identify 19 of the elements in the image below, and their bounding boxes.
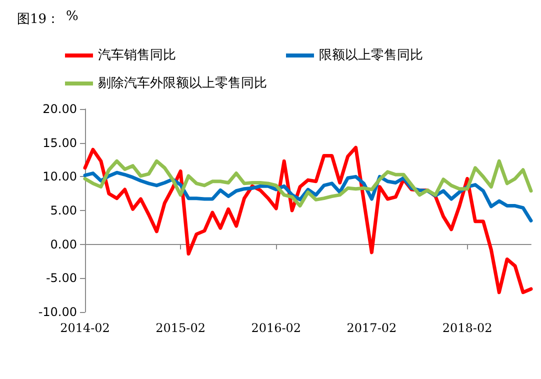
line-series [83,159,533,208]
y-tick-label: 10.00 [42,170,77,184]
y-tick-label: -5.00 [46,271,77,286]
x-tick-label: 2017-02 [346,321,397,335]
x-tick-label: 2018-02 [442,321,492,335]
x-tick-label: 2016-02 [251,321,302,335]
x-tick-label: 2014-02 [60,321,110,335]
x-tick-label: 2015-02 [156,321,206,335]
text: % [66,9,78,24]
line-series [83,146,533,294]
y-tick-label: 15.00 [42,136,77,150]
y-tick-label: 5.00 [50,204,77,218]
y-tick-label: 0.00 [50,237,77,252]
legend-label: 限额以上零售同比 [319,48,423,63]
legend-label: 剔除汽车外限额以上零售同比 [98,76,267,91]
y-tick-label: 20.00 [42,102,77,116]
legend-label: 汽车销售同比 [98,48,176,63]
y-tick-label: -10.00 [38,305,77,319]
chart-title: 图19： [17,12,60,27]
